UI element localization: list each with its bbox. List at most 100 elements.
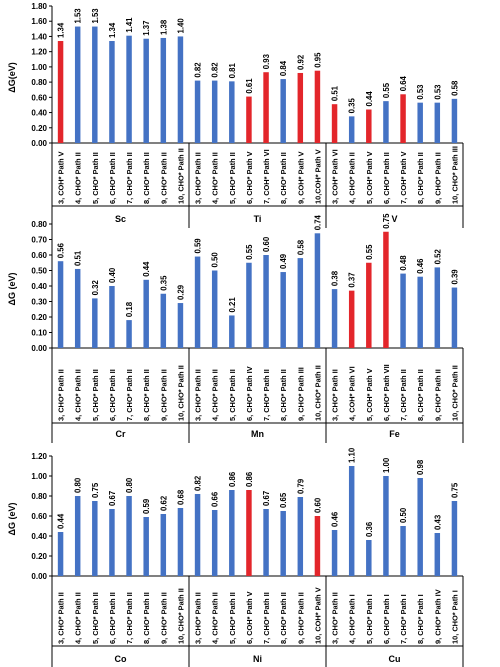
data-label: 0.43 [433,514,442,530]
x-tick-label: 8, CHO* Path II [279,152,288,204]
data-label: 0.39 [450,269,459,285]
y-tick-label: 0.20 [31,124,47,133]
y-tick-label: 0.00 [31,139,47,148]
bar [451,287,458,348]
data-label: 0.92 [296,54,305,70]
bar [400,273,406,348]
data-label: 0.79 [296,478,305,494]
bar [194,80,201,143]
bar [177,303,184,348]
group-label: Co [115,654,127,664]
x-tick-label: 9, CHO* Path IV [433,589,442,644]
bar [160,293,167,348]
x-tick-label: 6, CHO* Path VII [382,364,391,421]
data-label: 0.59 [142,498,151,514]
bar [263,509,269,576]
bar [246,490,252,576]
y-tick-label: 0.00 [31,572,47,581]
x-tick-label: 5, CHO* Path II [228,152,237,204]
x-tick-label: 8, CHO* Path I [416,594,425,644]
bar [109,286,115,348]
bar [177,36,184,143]
y-tick-label: 0.60 [31,93,47,102]
x-tick-label: 10, CHO* Path I [450,590,459,644]
group-label: Cu [389,654,401,664]
data-label: 1.38 [159,19,168,35]
x-tick-label: 3, CHO* Path II [331,592,340,644]
bar [331,530,338,576]
x-tick-label: 4, CHO* Path II [348,152,357,204]
x-tick-label: 9, CHO* Path II [159,152,168,204]
bar [263,255,269,348]
bar [126,35,132,143]
x-tick-label: 8, CHO* Path II [142,369,151,421]
data-label: 0.86 [228,471,237,487]
y-tick-label: 1.20 [31,452,47,461]
bar [366,262,372,348]
x-tick-label: 5, CHO* Path I [365,594,374,644]
bar [451,501,458,576]
data-label: 0.82 [194,62,203,78]
bar [74,26,81,143]
y-tick-label: 1.80 [31,2,47,11]
data-label: 0.84 [279,60,288,76]
bar [383,476,389,576]
data-label: 0.67 [262,491,271,506]
x-tick-label: 5, CHO* Path II [228,369,237,421]
data-label: 0.58 [296,239,305,255]
x-tick-label: 10, CHO* Path II [450,365,459,421]
y-tick-label: 0.80 [31,78,47,87]
y-tick-label: 0.20 [31,552,47,561]
data-label: 0.44 [365,91,374,107]
y-tick-label: 0.40 [31,282,47,291]
x-tick-label: 10, COH* Path V [313,587,322,644]
x-tick-label: 5, CHO* Path II [91,369,100,421]
x-tick-label: 3, CHO* Path II [194,592,203,644]
data-label: 0.86 [245,471,254,487]
data-label: 0.40 [108,267,117,283]
bar [211,270,218,348]
x-tick-label: 10, CHO* Path II [176,588,185,644]
y-tick-label: 0.30 [31,298,47,307]
data-label: 0.35 [159,275,168,291]
bar [434,533,441,576]
y-tick-label: 0.50 [31,267,47,276]
bar [417,276,423,348]
x-tick-label: 5, COH* Path V [365,368,374,421]
data-label: 0.36 [365,521,374,537]
bar [314,233,321,348]
y-tick-label: 0.60 [31,251,47,260]
bar [246,262,252,348]
x-tick-label: 3, CHO* Path II [194,369,203,421]
bar [194,494,201,576]
bar [57,532,64,576]
x-tick-label: 7, COH* Path VI [262,149,271,204]
data-label: 0.95 [313,52,322,68]
data-label: 0.46 [416,258,425,274]
data-label: 0.37 [348,272,357,287]
bar [57,261,64,348]
bar [400,526,406,576]
x-tick-label: 3, CHO* Path II [57,592,66,644]
bar [348,290,355,348]
bar [109,509,115,576]
x-tick-label: 6, CHO* Path II [108,592,117,644]
bar [160,37,167,143]
x-tick-label: 6, CHO* Path II [108,152,117,204]
data-label: 0.62 [159,495,168,511]
data-label: 0.64 [399,75,408,91]
x-tick-label: 8, CHO* Path II [279,592,288,644]
x-tick-label: 6, CHO* Path II [108,369,117,421]
data-label: 0.53 [433,84,442,100]
data-label: 0.53 [416,84,425,100]
x-tick-label: 4, CHO* Path II [74,369,83,421]
group-label: Ni [253,654,262,664]
x-tick-label: 10,COH* Path V [313,149,322,204]
bar [331,289,338,348]
bar [451,98,458,143]
x-tick-label: 7, CHO* Path II [125,152,134,204]
x-tick-label: 4, CHO* Path I [348,594,357,644]
x-tick-label: 4, CHO* Path II [211,369,220,421]
data-label: 0.38 [331,270,340,286]
